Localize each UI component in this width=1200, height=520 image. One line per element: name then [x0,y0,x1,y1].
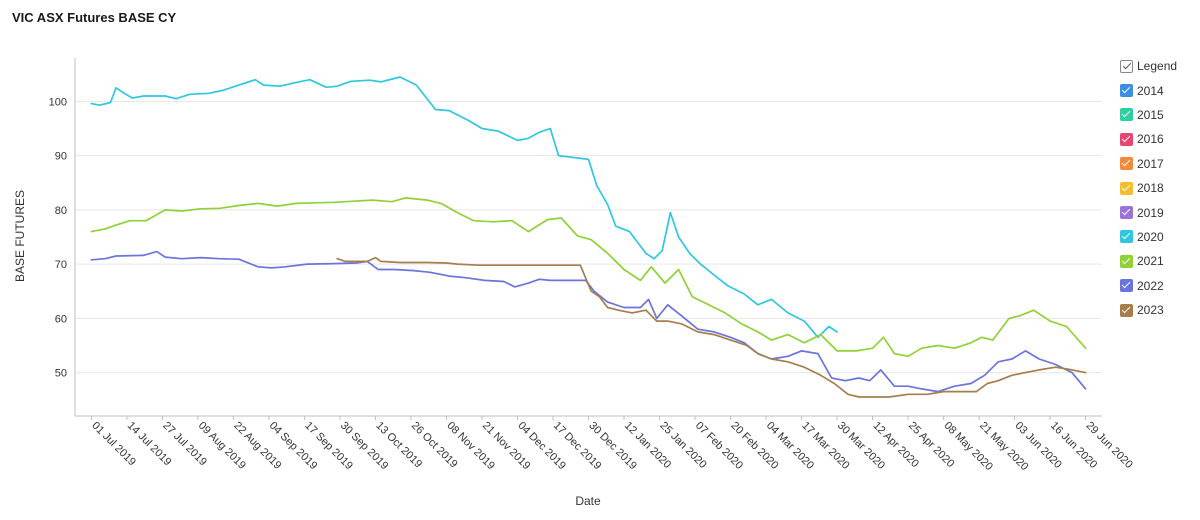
legend-checkbox-icon[interactable] [1120,254,1133,268]
legend-label: 2023 [1137,303,1164,318]
y-tick-label: 90 [55,151,67,163]
legend-header[interactable]: Legend [1120,54,1198,78]
legend-label: 2021 [1137,254,1164,269]
legend-item-2014[interactable]: 2014 [1120,78,1198,102]
legend-label: 2022 [1137,278,1164,293]
series-line-2021 [90,197,1087,358]
legend-checkbox-icon[interactable] [1120,84,1133,98]
y-tick-label: 70 [55,259,67,271]
series-line-2022 [90,250,1087,393]
legend-checkbox-icon[interactable] [1120,132,1133,146]
x-axis-title: Date [575,494,601,508]
series-line-2023 [336,256,1087,398]
gridlines [75,100,1102,374]
legend-item-2020[interactable]: 2020 [1120,225,1198,249]
legend-item-2019[interactable]: 2019 [1120,200,1198,224]
legend-title: Legend [1137,59,1178,74]
legend-checkbox-icon[interactable] [1120,303,1133,317]
legend-checkbox-icon[interactable] [1120,108,1133,122]
y-tick-label: 50 [55,368,67,380]
legend-checkbox-icon[interactable] [1120,279,1133,293]
legend-label: 2019 [1137,205,1164,220]
legend-label: 2017 [1137,156,1164,171]
series-line-2020 [90,76,838,339]
legend-item-2018[interactable]: 2018 [1120,176,1198,200]
legend-checkbox-icon[interactable] [1120,230,1133,244]
legend-item-2022[interactable]: 2022 [1120,274,1198,298]
legend-item-2017[interactable]: 2017 [1120,152,1198,176]
legend-label: 2016 [1137,132,1164,147]
legend-item-2016[interactable]: 2016 [1120,127,1198,151]
series-lines [90,76,1087,398]
legend-label: 2020 [1137,229,1164,244]
y-axis-title: BASE FUTURES [13,190,27,282]
y-tick-label: 80 [55,205,67,217]
legend-item-2015[interactable]: 2015 [1120,103,1198,127]
chart-title: VIC ASX Futures BASE CY [12,10,177,25]
y-tick-label: 100 [49,96,67,108]
axes [74,58,1102,420]
y-tick-label: 60 [55,313,67,325]
legend-item-2023[interactable]: 2023 [1120,298,1198,322]
legend-checkbox-icon[interactable] [1120,157,1133,171]
legend-label: 2015 [1137,107,1164,122]
legend: Legend 2014 2015 2016 2017 2018 2019 2020 2021 2… [1120,54,1198,322]
legend-checkbox-icon[interactable] [1120,206,1133,220]
legend-toggle-all-checkbox-icon[interactable] [1120,59,1133,73]
legend-label: 2014 [1137,83,1164,98]
legend-item-2021[interactable]: 2021 [1120,249,1198,273]
legend-checkbox-icon[interactable] [1120,181,1133,195]
legend-label: 2018 [1137,181,1164,196]
